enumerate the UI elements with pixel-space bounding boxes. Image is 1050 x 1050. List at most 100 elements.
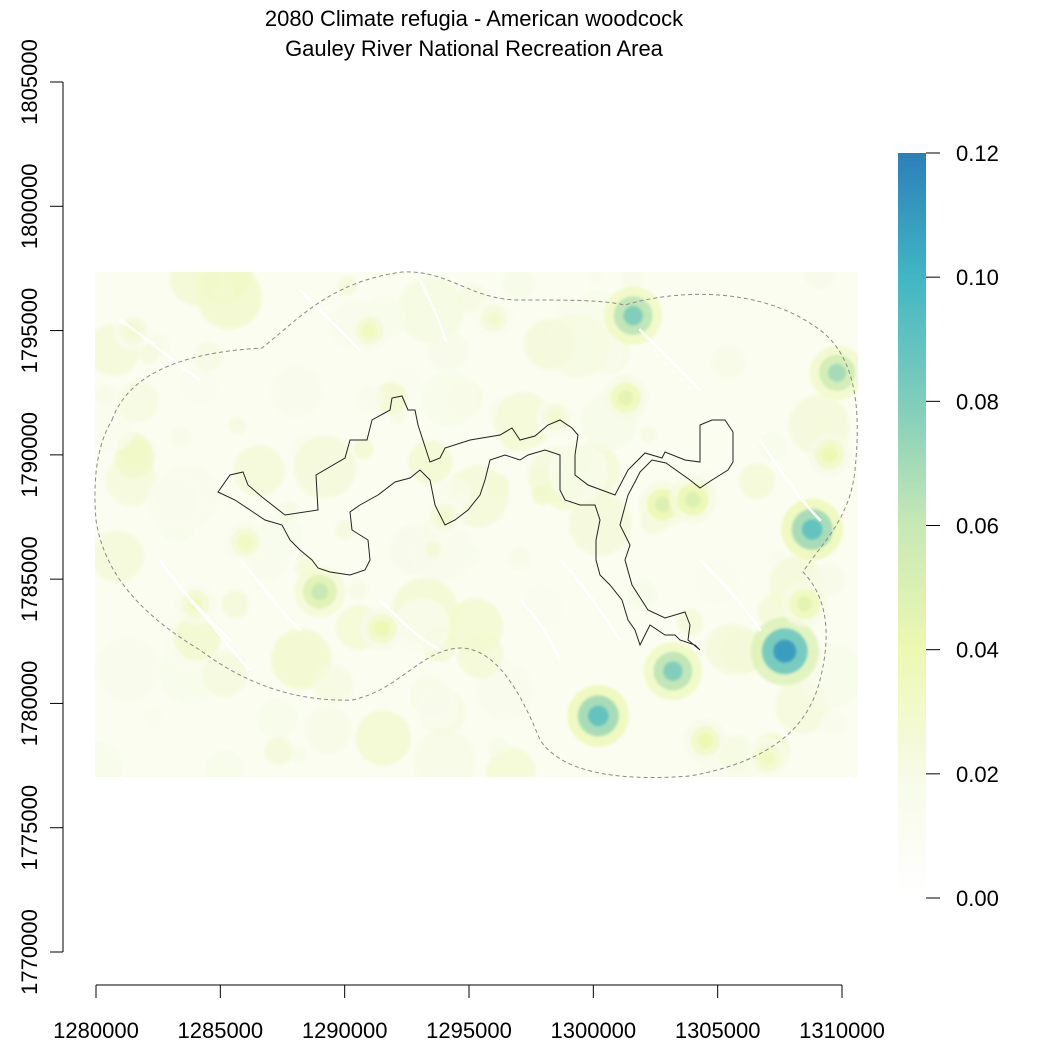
map-subtitle: Gauley River National Recreation Area [285,36,664,61]
raster-patch [521,584,564,627]
raster-patch [685,328,711,354]
raster-patch [758,431,788,461]
raster-patch [694,560,739,605]
raster-patch [205,750,245,777]
raster-patch [264,736,293,766]
raster-patch [95,498,116,538]
raster-patch [169,272,225,306]
raster-patch [508,547,531,570]
hotspot-core [684,491,701,508]
x-tick-label: 1310000 [799,1018,885,1043]
raster-patch [335,519,356,540]
stream-channels [118,278,822,672]
raster-patch [546,314,610,378]
suitability-raster [95,272,858,777]
raster-patch [717,735,755,773]
raster-patch [95,741,123,777]
stream-line [698,558,762,632]
raster-patch [501,272,535,301]
raster-patch [375,381,408,415]
raster-patch [337,276,357,296]
hotspot-core [618,390,634,406]
map-title: 2080 Climate refugia - American woodcock [265,6,684,31]
raster-patch [585,272,603,285]
raster-patch [293,435,357,499]
hotspot-core [238,534,253,549]
y-tick-label: 1800000 [17,163,42,249]
raster-patch [394,598,451,654]
y-tick-label: 1785000 [17,536,42,622]
raster-patch [170,427,192,449]
hotspot-core [827,363,847,382]
x-tick-label: 1290000 [302,1018,388,1043]
hotspot-core [487,311,501,325]
stream-line [518,598,562,662]
y-tick-label: 1790000 [17,412,42,498]
hotspot-core [663,661,683,681]
raster-patch [803,272,837,290]
raster-patch [117,380,160,423]
hotspot-core [773,639,797,663]
raster-patch [457,631,504,679]
raster-patch [95,530,144,584]
raster-patch [676,608,704,636]
raster-patch [421,370,479,428]
raster-patch [819,709,848,738]
stream-line [558,558,622,642]
raster-patch [290,746,307,764]
nra-boundary [217,395,734,651]
raster-patch [355,384,385,413]
raster-patch [411,520,475,583]
x-tick-label: 1295000 [426,1018,512,1043]
raster-patch [146,473,202,529]
raster-hotspots [113,286,858,777]
colorbar-ramp [898,153,926,898]
y-tick-label: 1780000 [17,661,42,747]
raster-patch [143,706,165,728]
hotspot-core [311,583,329,601]
y-tick-label: 1770000 [17,909,42,995]
stream-line [188,598,252,672]
stream-line [118,318,202,382]
raster-patch [487,737,509,759]
colorbar-tick-label: 0.00 [956,886,999,911]
raster-patch [256,698,298,739]
colorbar-tick-label: 0.12 [956,141,999,166]
y-tick-label: 1805000 [17,39,42,125]
hotspot-core [437,510,451,524]
x-tick-label: 1285000 [178,1018,264,1043]
raster-patch [408,440,453,485]
raster-patch [138,343,160,365]
stream-line [298,288,362,352]
hotspot-core [549,410,563,425]
raster-patch [233,444,285,497]
colorbar: 0.00 0.02 0.04 0.06 0.08 0.10 0.12 [898,141,999,911]
hotspot-core [588,705,609,727]
buffer-outline [94,271,858,778]
hotspot-core [362,323,377,338]
hotspot-core [655,496,671,513]
raster-patch [95,635,162,704]
raster-patch [304,706,352,754]
raster-patch [179,365,219,405]
raster-patch [95,384,117,408]
raster-patch [706,623,759,676]
colorbar-tick-label: 0.02 [956,762,999,787]
hotspot-core [374,621,390,637]
raster-patch [738,463,775,500]
raster-patch [397,276,465,344]
colorbar-tick-label: 0.08 [956,389,999,414]
hotspot-core [697,733,713,749]
stream-line [758,438,822,522]
y-axis: 1770000 1775000 1780000 1785000 1790000 17950… [17,39,64,995]
raster-patch [639,424,657,443]
raster-patch [418,688,458,728]
raster-patch [201,651,248,697]
y-tick-label: 1775000 [17,785,42,871]
colorbar-ticks: 0.00 0.02 0.04 0.06 0.08 0.10 0.12 [926,141,999,911]
raster-patch [228,416,246,435]
hotspot-core [801,519,823,540]
colorbar-tick-label: 0.04 [956,638,999,663]
y-tick-label: 1795000 [17,288,42,374]
raster-patch [353,438,374,459]
